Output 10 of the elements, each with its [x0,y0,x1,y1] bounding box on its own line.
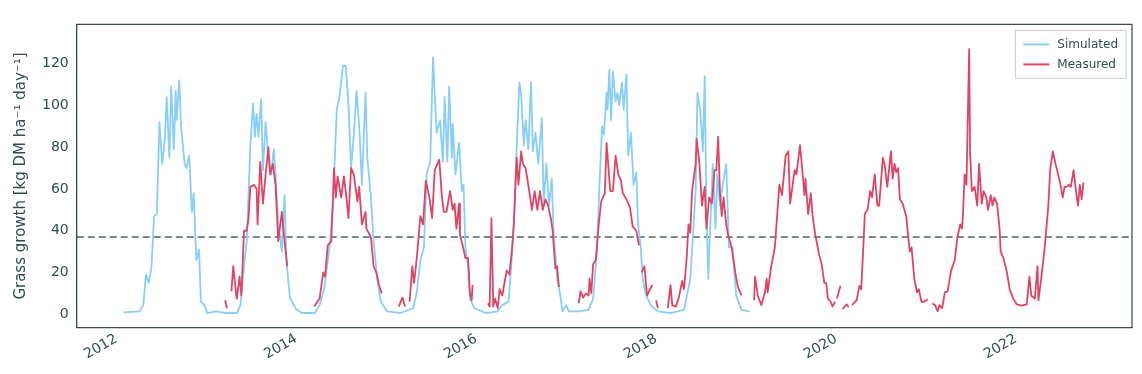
y-tick-label: 120 [41,54,69,71]
y-tick-label: 0 [59,304,69,321]
y-tick-label: 20 [50,263,69,280]
y-tick-label: 80 [50,137,69,154]
y-tick-label: 60 [50,179,69,196]
legend-label: Simulated [1057,36,1118,51]
y-tick-label: 40 [50,221,69,238]
legend-label: Measured [1057,56,1116,71]
y-axis-title: Grass growth [kg DM ha⁻¹ day⁻¹] [10,52,29,300]
y-tick-label: 100 [41,96,69,113]
